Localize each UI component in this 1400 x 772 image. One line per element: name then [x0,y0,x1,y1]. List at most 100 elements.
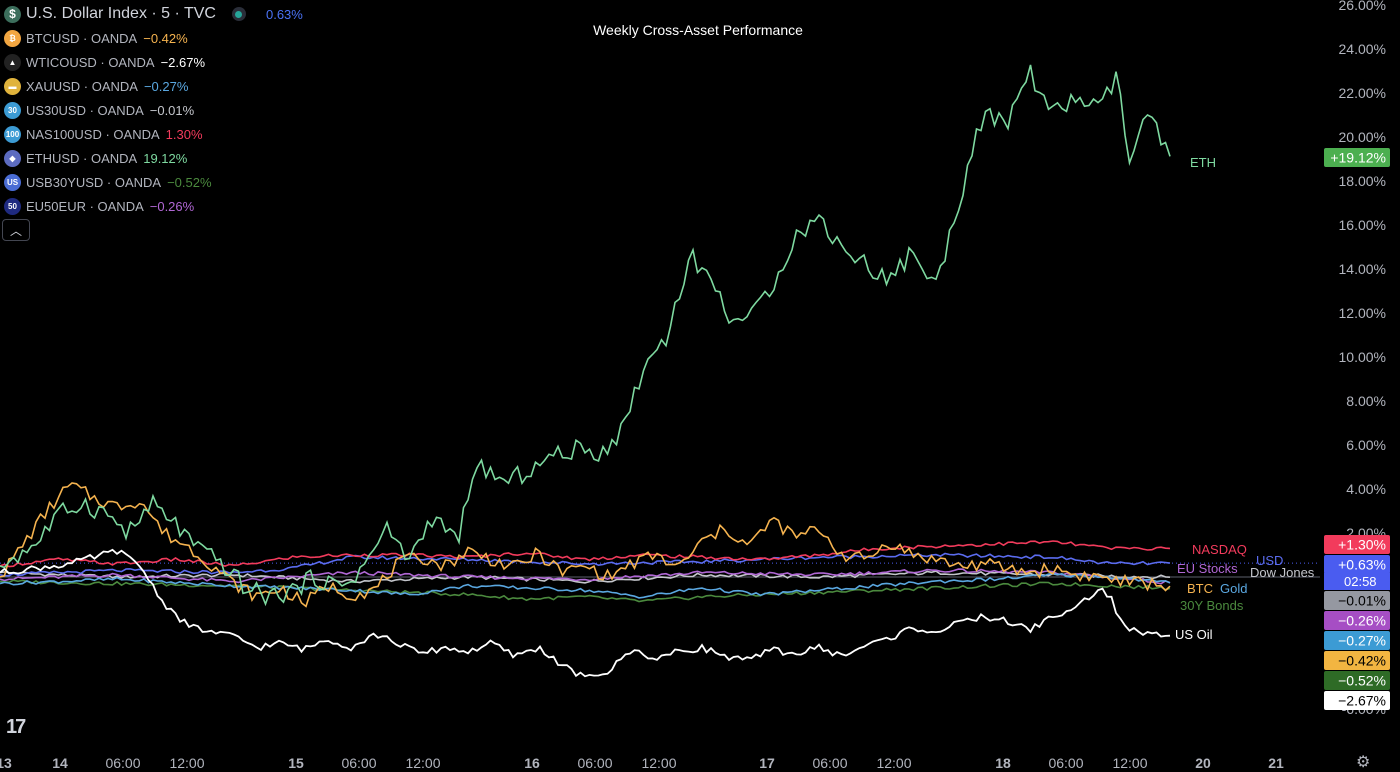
series-line-eth [0,64,1171,607]
price-tag-bg [1324,148,1390,167]
line-label: NASDAQ [1192,542,1247,557]
legend-change: −0.27% [143,78,189,94]
y-tick-label: 26.00% [1339,0,1386,13]
x-tick-label: 13 [0,755,12,771]
x-tick-label: 06:00 [812,755,847,771]
series-line-usd [0,552,1171,577]
legend-main-row[interactable]: $ U.S. Dollar Index · 5 · TVC 0.63% [4,2,303,26]
symbol-icon: ▬ [4,77,21,95]
price-tag-bg [1324,651,1390,670]
line-label: ETH [1190,155,1216,170]
legend-row[interactable]: ▲ WTICOUSD · OANDA −2.67% [4,50,303,74]
x-tick-label: 16 [524,755,540,771]
y-tick-label: 22.00% [1339,85,1386,101]
y-tick-label: 12.00% [1339,305,1386,321]
legend-main-change: 0.63% [265,6,303,22]
series-line-nasdaq [0,540,1171,568]
x-tick-label: 14 [52,755,68,771]
legend-change: −2.67% [160,54,206,70]
legend-change: −0.01% [149,102,195,118]
y-tick-label: 10.00% [1339,349,1386,365]
symbol-icon: 100 [4,125,21,143]
legend-symbol: BTCUSD · OANDA [26,30,138,46]
price-tag-bg [1324,631,1390,650]
x-tick-label: 12:00 [641,755,676,771]
y-tick-label: 4.00% [1346,481,1386,497]
legend-row[interactable]: 50 EU50EUR · OANDA −0.26% [4,194,303,218]
legend-row[interactable]: ▬ XAUUSD · OANDA −0.27% [4,74,303,98]
y-tick-label: 20.00% [1339,129,1386,145]
price-tag-bg [1324,671,1390,690]
gear-icon[interactable]: ⚙ [1356,754,1371,771]
countdown-bg [1324,573,1390,590]
legend-symbol: US30USD · OANDA [26,102,144,118]
price-tag-bg [1324,591,1390,610]
series-line-30y-bonds [0,579,1171,603]
x-tick-label: 06:00 [1048,755,1083,771]
legend: $ U.S. Dollar Index · 5 · TVC 0.63% ₿ BTC… [4,2,303,218]
price-tag: −0.01% [1338,593,1386,609]
price-tag: +0.63% [1338,557,1386,573]
x-tick-label: 20 [1195,755,1211,771]
legend-row[interactable]: 30 US30USD · OANDA −0.01% [4,98,303,122]
legend-change: −0.42% [143,30,188,46]
market-open-icon [231,7,246,21]
price-tag: −0.26% [1338,613,1386,629]
x-tick-label: 06:00 [341,755,376,771]
series-line-eu-stocks [0,568,1171,585]
chart-title: Weekly Cross-Asset Performance [593,22,803,38]
line-label: Gold [1220,581,1247,596]
price-tag: −0.52% [1338,673,1386,689]
price-tag: +1.30% [1338,537,1386,553]
y-tick-label: 24.00% [1339,41,1386,57]
legend-row[interactable]: ◆ ETHUSD · OANDA 19.12% [4,146,303,170]
legend-symbol: ETHUSD · OANDA [26,150,138,166]
price-tag-bg [1324,555,1390,574]
price-tag: +19.12% [1330,150,1386,166]
x-tick-label: 21 [1268,755,1284,771]
line-label: EU Stocks [1177,561,1238,576]
x-tick-label: 06:00 [577,755,612,771]
countdown-label: 02:58 [1344,574,1377,589]
x-tick-label: 18 [995,755,1011,771]
chevron-up-icon: ︿ [9,223,22,238]
legend-row[interactable]: ₿ BTCUSD · OANDA −0.42% [4,26,303,50]
symbol-icon: ₿ [4,29,21,47]
legend-row[interactable]: 100 NAS100USD · OANDA 1.30% [4,122,303,146]
price-tag: −0.42% [1338,653,1386,669]
line-label: USD [1256,553,1283,568]
legend-change: 1.30% [165,126,203,142]
series-line-dow-jones [0,570,1171,584]
line-label: Dow Jones [1250,565,1315,580]
y-tick-label: 18.00% [1339,173,1386,189]
symbol-icon: 30 [4,101,21,119]
price-tag: −2.67% [1338,693,1386,709]
legend-symbol: NAS100USD · OANDA [26,126,160,142]
tradingview-logo-icon[interactable]: 17 [6,716,26,738]
price-tag-bg [1324,535,1390,554]
series-line-btc [0,482,1171,608]
series-line-gold [0,572,1171,599]
series-line-us-oil [0,548,1171,678]
x-tick-label: 12:00 [876,755,911,771]
legend-change: −0.26% [149,198,195,214]
legend-symbol: USB30YUSD · OANDA [26,174,162,190]
price-tag: −0.27% [1338,633,1386,649]
line-label: BTC [1187,581,1213,596]
symbol-icon: US [4,173,21,191]
legend-symbol: EU50EUR · OANDA [26,198,144,214]
line-label: US Oil [1175,627,1213,642]
x-tick-label: 12:00 [169,755,204,771]
legend-row[interactable]: US USB30YUSD · OANDA −0.52% [4,170,303,194]
legend-change: −0.52% [167,174,212,190]
dollar-icon: $ [4,5,21,23]
symbol-icon: 50 [4,197,21,215]
symbol-icon: ◆ [4,149,21,167]
y-tick-label: 16.00% [1339,217,1386,233]
legend-change: 19.12% [143,150,188,166]
symbol-icon: ▲ [4,53,21,71]
legend-symbol: XAUUSD · OANDA [26,78,138,94]
collapse-legend-button[interactable]: ︿ [2,219,30,241]
y-tick-label: 14.00% [1339,261,1386,277]
